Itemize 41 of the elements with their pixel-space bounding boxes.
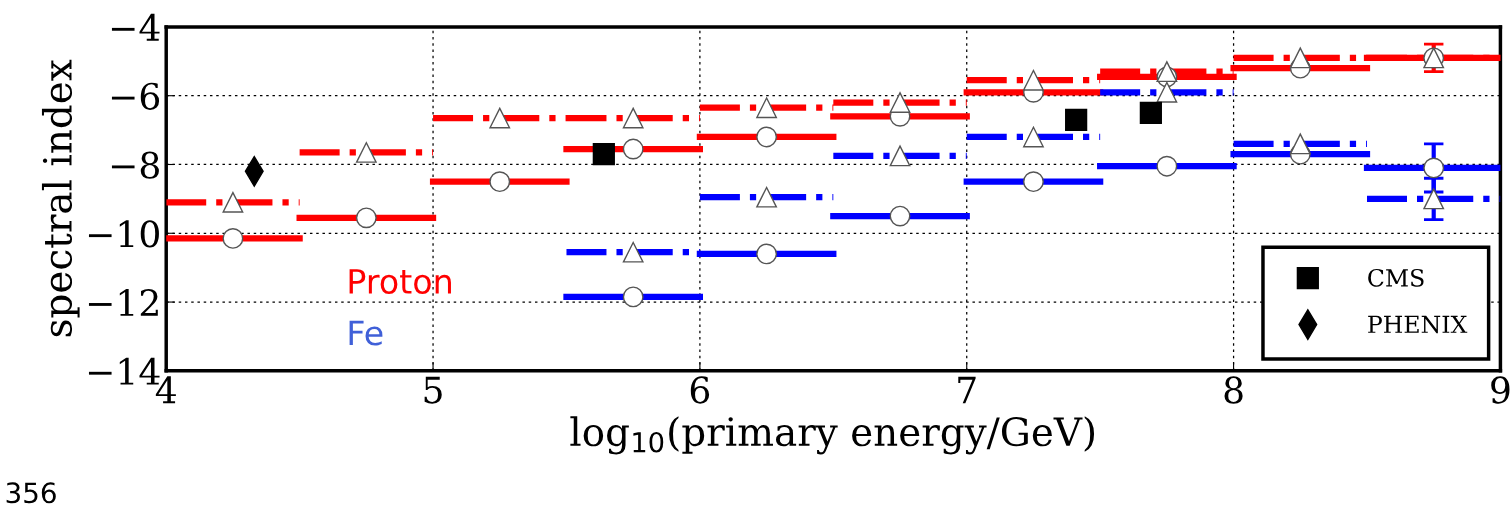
point	[622, 241, 644, 263]
y-tick-label: −4	[111, 13, 160, 41]
y-axis-title: spectral index	[41, 59, 80, 337]
point	[222, 228, 244, 249]
y-tick-label: −12	[88, 288, 158, 316]
legend-label: PHENIX	[1368, 315, 1468, 334]
point	[622, 107, 644, 129]
y-tick-label: −6	[111, 82, 160, 110]
point	[355, 207, 377, 229]
annotation: Fe	[349, 320, 383, 346]
point	[622, 138, 644, 160]
point	[1065, 108, 1088, 131]
x-tick-label: 7	[958, 376, 976, 404]
point	[489, 171, 511, 193]
point	[489, 107, 511, 129]
point	[1023, 171, 1044, 193]
point	[889, 92, 911, 114]
point	[592, 143, 615, 166]
annotation: Proton	[349, 269, 451, 294]
point	[1023, 69, 1044, 91]
point	[1423, 188, 1445, 210]
y-tick-label: −10	[88, 220, 159, 248]
text: 356	[6, 482, 56, 504]
point	[355, 142, 377, 163]
x-tick-label: 6	[690, 376, 710, 404]
y-tick-label: −8	[111, 151, 159, 179]
x-axis-title: log$_{10}$(primary energy/GeV)	[570, 416, 1095, 455]
point	[622, 286, 644, 308]
x-tick-label: 5	[424, 376, 442, 404]
point	[889, 145, 911, 167]
point	[756, 243, 778, 265]
x-tick-label: 9	[1491, 376, 1510, 404]
point	[1139, 101, 1162, 125]
point	[756, 97, 778, 119]
legend-label: CMS	[1368, 268, 1424, 287]
x-tick-label: 8	[1224, 376, 1243, 404]
point	[1156, 155, 1178, 177]
point	[756, 126, 778, 148]
point	[1156, 61, 1178, 83]
point	[889, 205, 911, 227]
point	[1423, 157, 1445, 179]
